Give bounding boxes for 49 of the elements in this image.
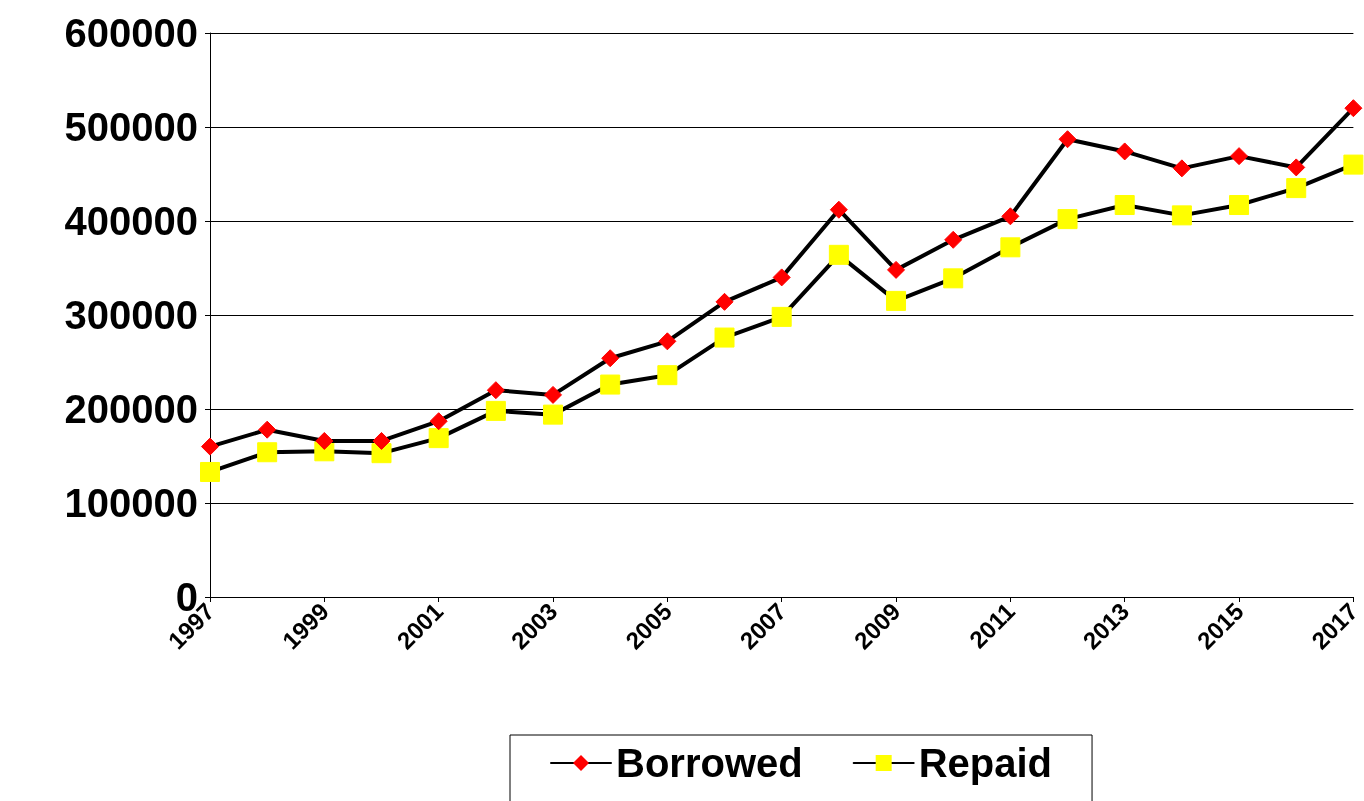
point [886, 290, 907, 311]
point [1229, 195, 1250, 216]
point [944, 230, 963, 249]
point [544, 385, 563, 404]
point [714, 327, 735, 348]
point [887, 260, 906, 279]
point [772, 268, 791, 287]
point [600, 374, 621, 395]
point [1058, 130, 1077, 149]
point [1344, 99, 1363, 118]
point [201, 437, 219, 456]
point [657, 365, 678, 386]
point [1172, 159, 1191, 178]
point [1343, 154, 1364, 175]
point [372, 431, 391, 450]
point [1001, 207, 1020, 226]
point [601, 349, 620, 368]
y-tick-label: 200000 [64, 387, 198, 431]
y-tick-label: 600000 [64, 11, 198, 55]
point [315, 431, 334, 450]
point [485, 400, 506, 421]
point [1114, 195, 1135, 216]
point [1230, 147, 1249, 166]
point [1057, 209, 1078, 230]
point [658, 332, 677, 351]
point [1287, 158, 1306, 177]
point [1171, 205, 1192, 226]
point [371, 443, 392, 464]
y-tick-label: 400000 [64, 199, 198, 243]
point [429, 412, 448, 431]
point [943, 268, 964, 289]
point [828, 244, 849, 265]
point [200, 461, 220, 482]
point [829, 200, 848, 219]
point [258, 420, 277, 439]
point [1286, 178, 1307, 199]
point [257, 442, 278, 463]
point [543, 404, 564, 425]
point [486, 381, 505, 400]
point [715, 292, 734, 311]
point [1000, 237, 1021, 258]
y-tick-label: 300000 [64, 293, 198, 337]
point [1115, 142, 1134, 161]
legend-label: Repaid [918, 741, 1053, 785]
point [428, 428, 449, 449]
y-tick-label: 100000 [64, 481, 198, 525]
y-tick-label: 500000 [64, 105, 198, 149]
legend-label: Borrowed [616, 741, 803, 785]
point [771, 306, 792, 327]
